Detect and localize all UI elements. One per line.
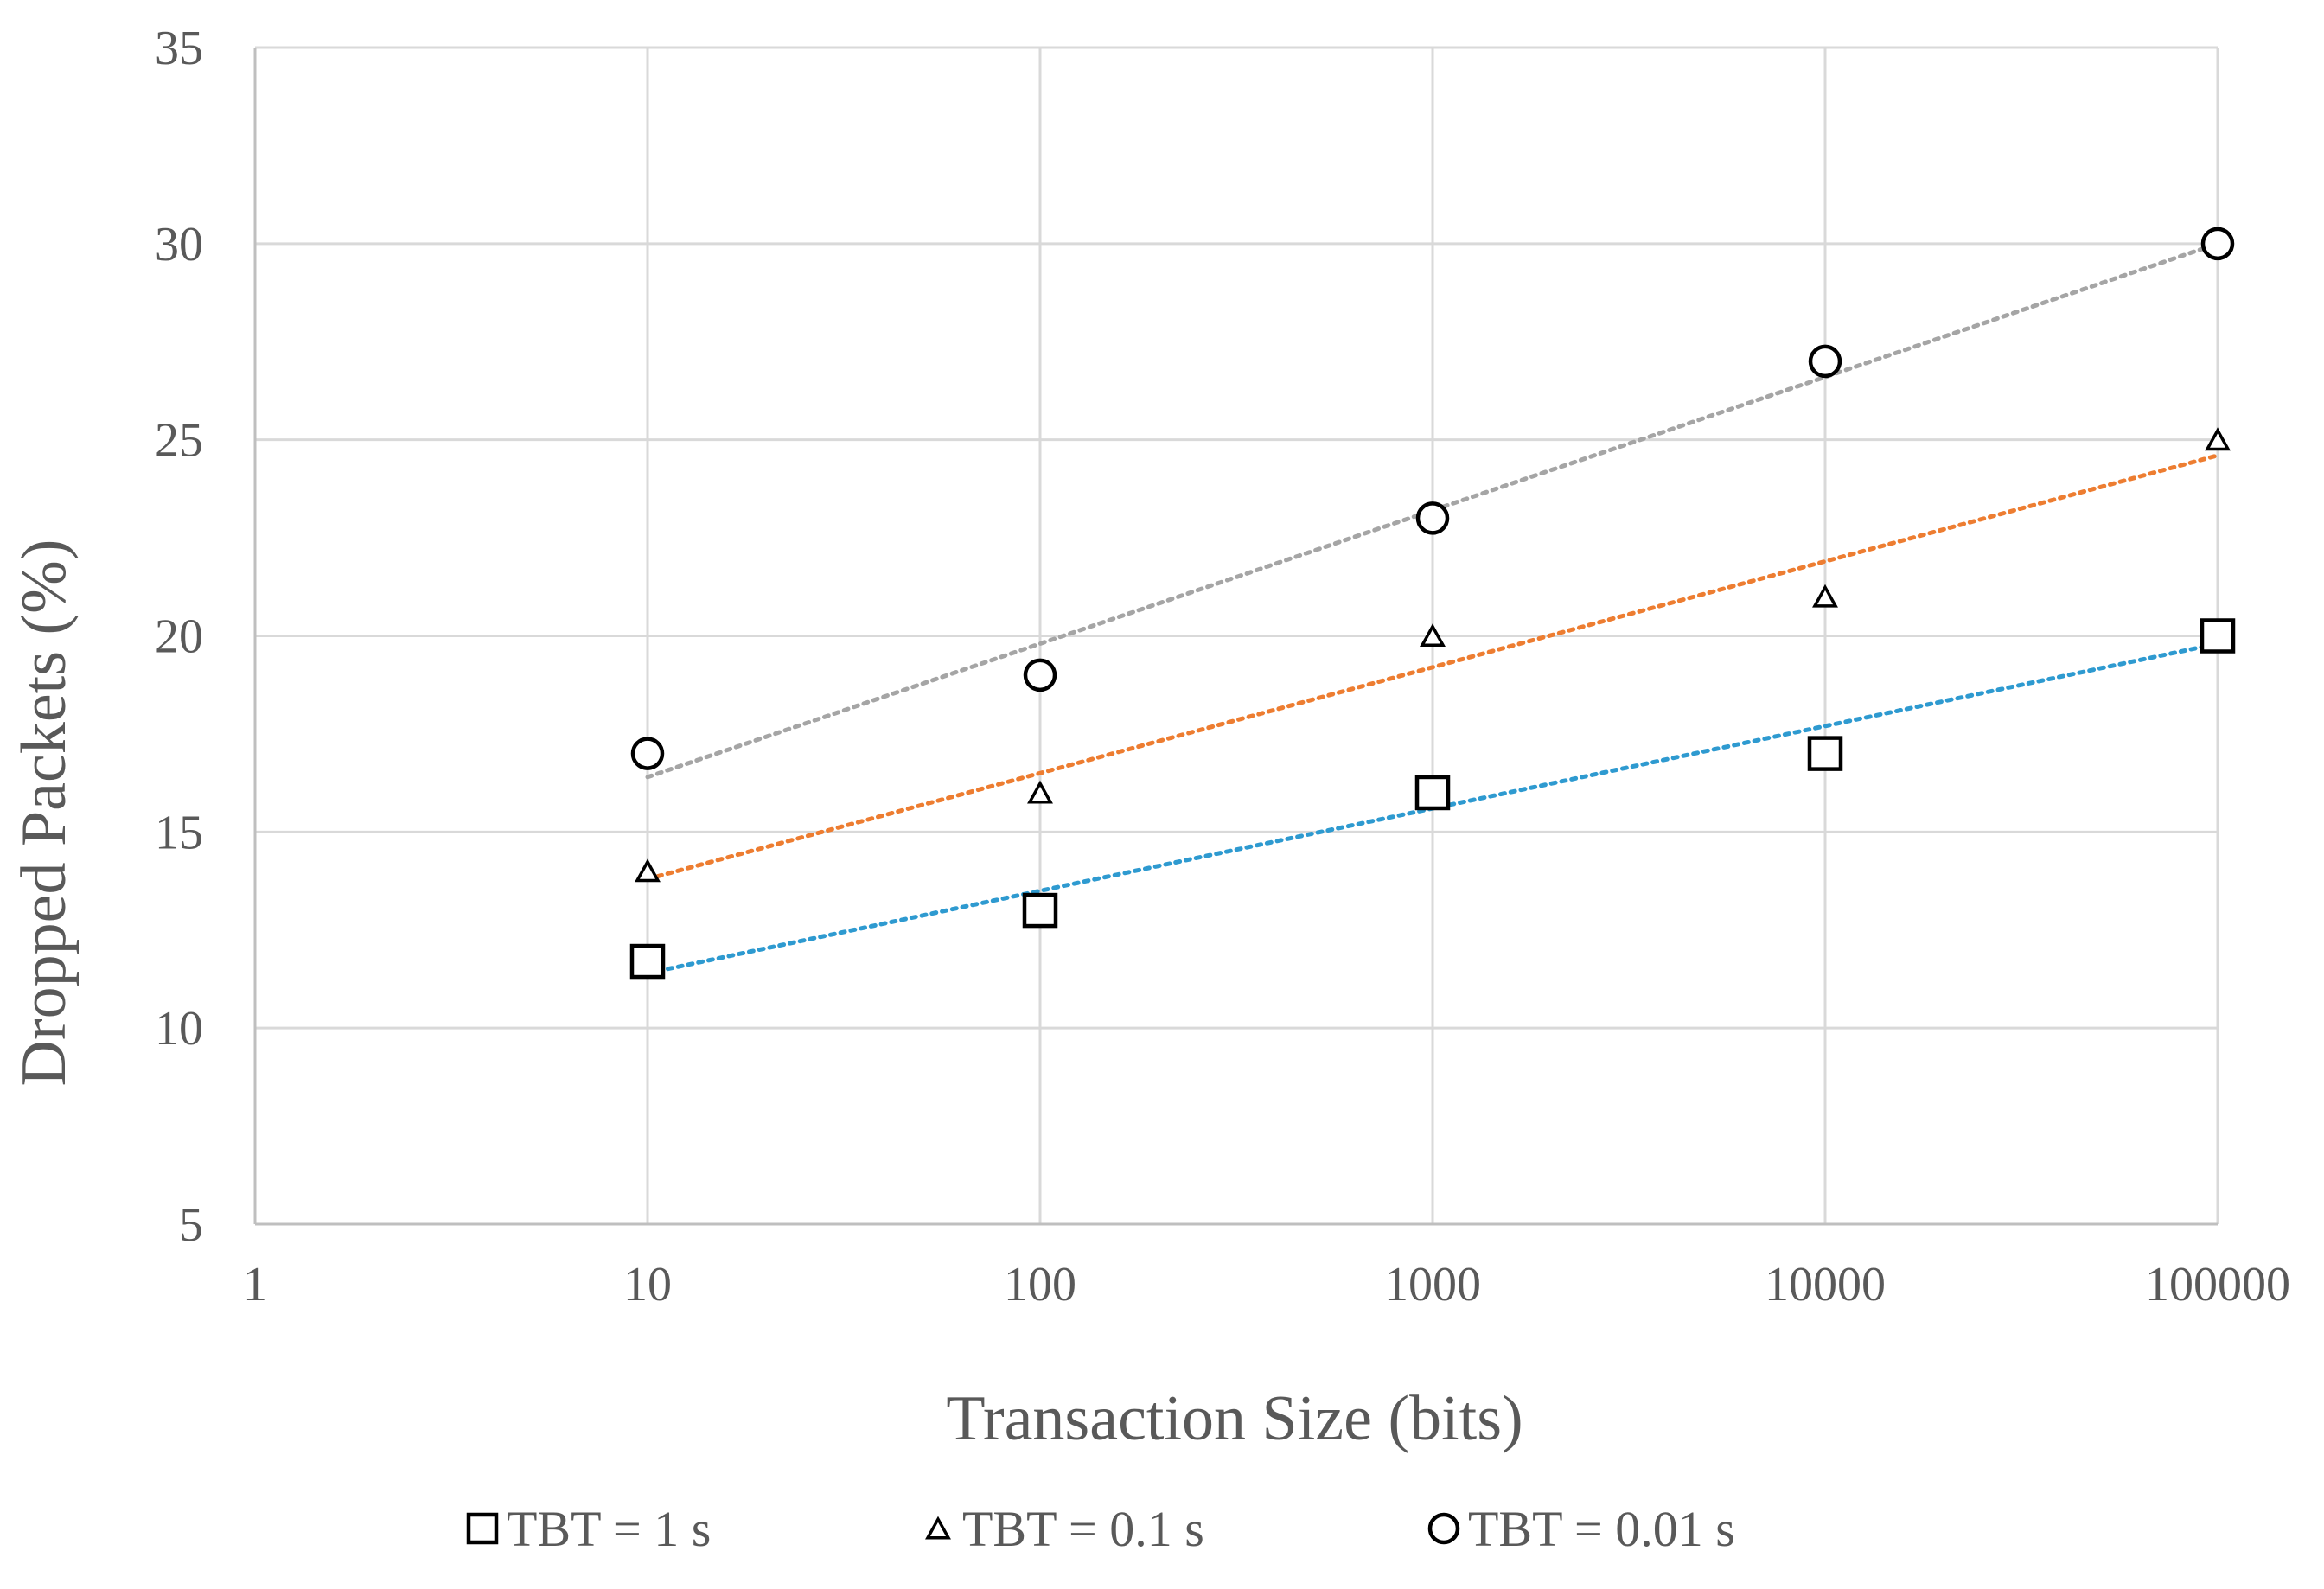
data-point-series-3 <box>1023 658 1057 692</box>
legend: TBT = 1 s TBT = 0.1 s TBT = 0.01 s <box>466 1501 1735 1557</box>
x-tick-label: 10 <box>623 1258 672 1311</box>
y-tick-label: 5 <box>179 1198 203 1252</box>
legend-marker-circle <box>1427 1512 1460 1545</box>
data-point-series-2 <box>1812 584 1838 608</box>
x-tick-label: 100 <box>1004 1258 1076 1311</box>
y-tick-label: 30 <box>155 218 203 271</box>
legend-item-2: TBT = 0.1 s <box>925 1501 1204 1557</box>
data-point-series-1 <box>1022 892 1058 929</box>
legend-item-1: TBT = 1 s <box>466 1501 711 1557</box>
x-tick-label: 1 <box>243 1258 267 1311</box>
x-tick-label: 100000 <box>2145 1258 2290 1311</box>
y-tick-label: 20 <box>155 610 203 664</box>
data-point-series-2 <box>635 858 661 883</box>
legend-marker-triangle <box>925 1516 951 1540</box>
y-axis-title: Dropped Packets (%) <box>9 539 80 1087</box>
legend-item-3: TBT = 0.01 s <box>1427 1501 1735 1557</box>
data-point-series-2 <box>1420 623 1446 648</box>
y-tick-label: 35 <box>155 22 203 75</box>
data-point-series-1 <box>629 943 666 980</box>
data-point-series-3 <box>630 737 665 770</box>
y-tick-label: 15 <box>155 806 203 859</box>
data-point-series-3 <box>2200 227 2235 261</box>
axes: 5 10 15 20 25 30 35 1 10 100 1000 10000 100000 <box>155 22 2290 1311</box>
x-tick-label: 1000 <box>1384 1258 1481 1311</box>
data-points <box>629 227 2236 980</box>
legend-label: TBT = 0.1 s <box>962 1501 1204 1557</box>
grid <box>253 46 2219 1226</box>
legend-label: TBT = 1 s <box>507 1501 711 1557</box>
x-tick-label: 10000 <box>1765 1258 1886 1311</box>
data-point-series-1 <box>1414 775 1451 811</box>
data-point-series-3 <box>1808 344 1842 379</box>
data-point-series-1 <box>2200 618 2236 654</box>
x-axis-title: Transaction Size (bits) <box>946 1383 1523 1454</box>
trendline-series-2 <box>645 453 2220 882</box>
data-point-series-1 <box>1807 736 1843 771</box>
data-point-series-2 <box>1027 780 1053 804</box>
y-tick-label: 10 <box>155 1002 203 1056</box>
legend-marker-square <box>466 1512 499 1545</box>
data-point-series-2 <box>2205 427 2231 451</box>
y-tick-label: 25 <box>155 414 203 468</box>
legend-label: TBT = 0.01 s <box>1468 1501 1735 1557</box>
data-point-series-3 <box>1415 501 1450 535</box>
